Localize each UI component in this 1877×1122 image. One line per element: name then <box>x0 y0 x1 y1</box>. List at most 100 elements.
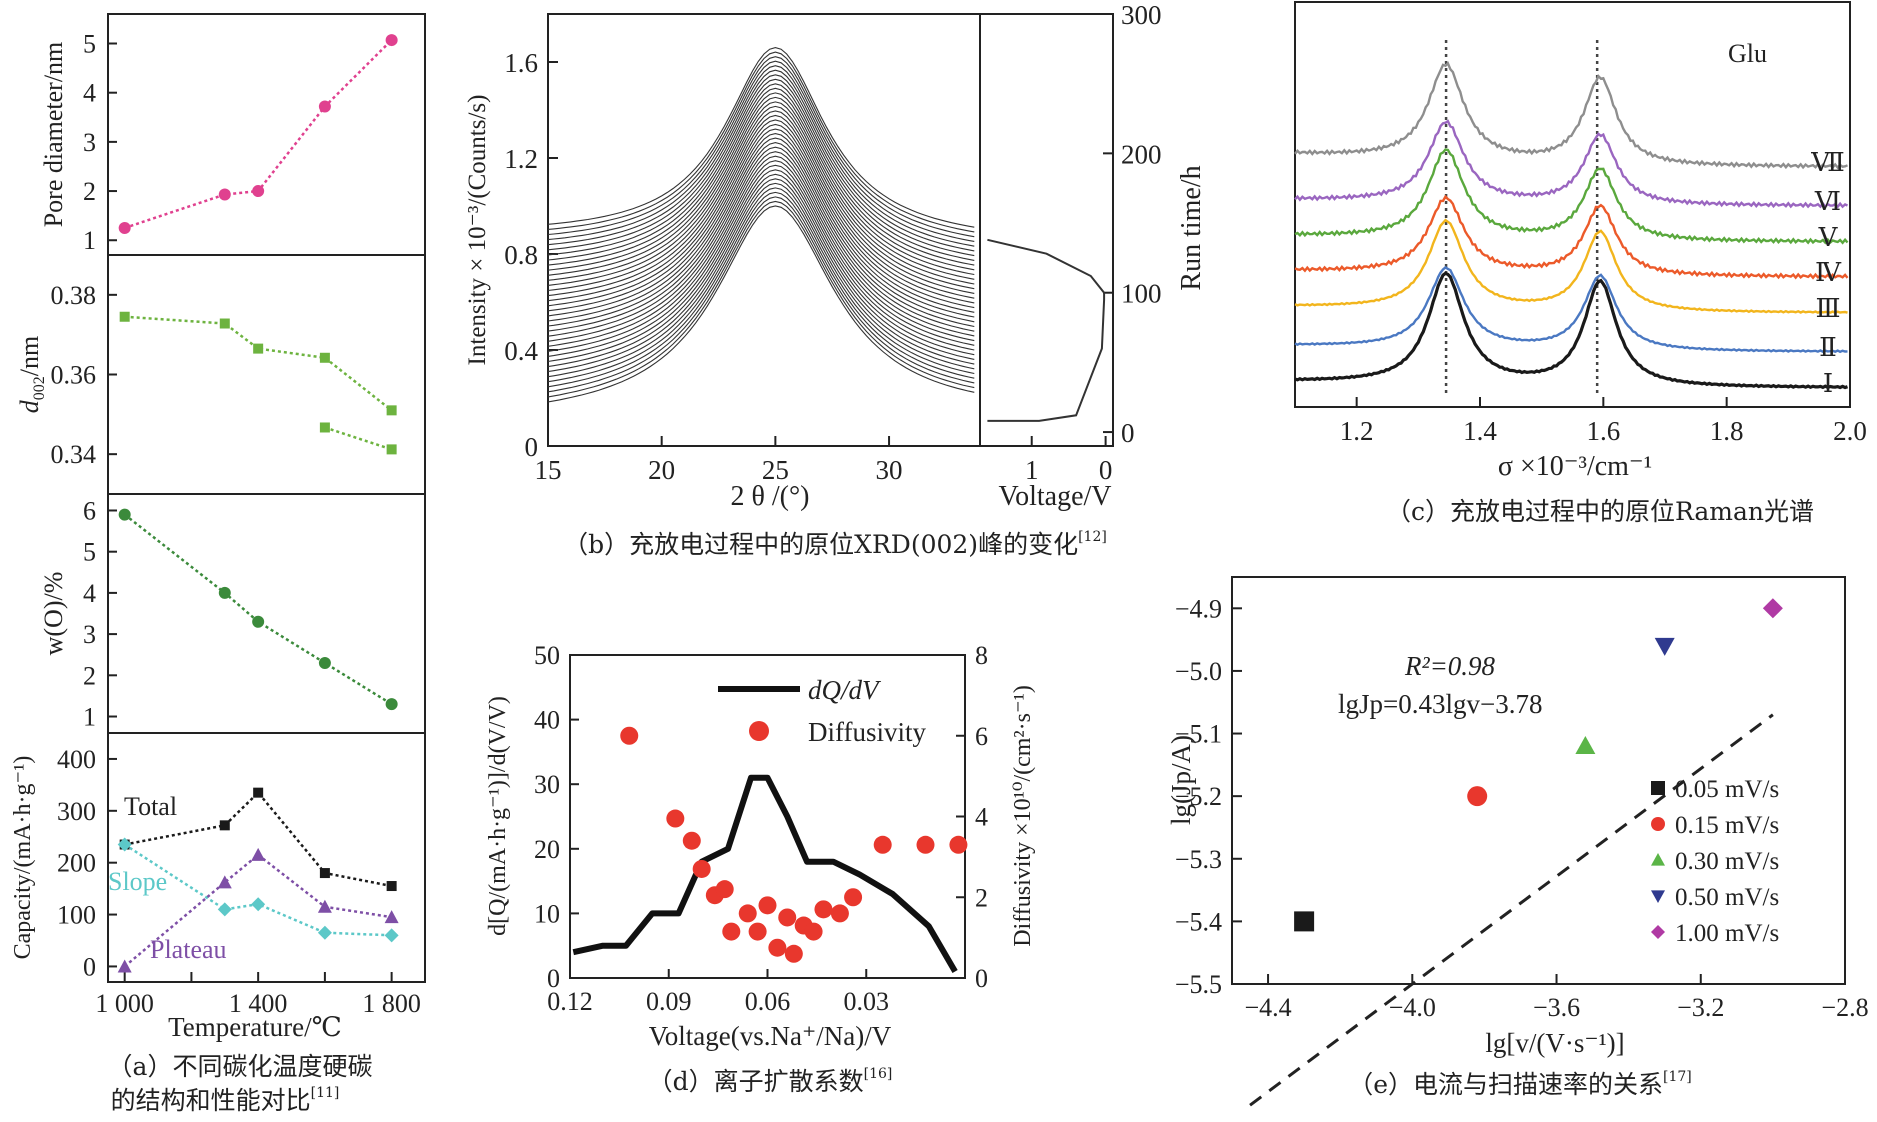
a-legend-total: Total <box>124 792 177 821</box>
panel-e: −4.4 −4.0 −3.6 −3.2 −2.8 −5.5 −5.4 −5.3 −5.2 −5.1… <box>1166 576 1869 1107</box>
d-diffusivity-point <box>784 944 803 963</box>
b-xtick-label: 25 <box>762 455 789 485</box>
a1-point <box>318 100 331 113</box>
caption-e: （e）电流与扫描速率的关系[17] <box>1348 1069 1692 1099</box>
a4-point <box>319 868 330 879</box>
e-xtick-label: −4.4 <box>1244 993 1291 1022</box>
a4-ytick-label: 100 <box>57 901 96 930</box>
b-xrd-curve <box>547 110 975 297</box>
e-ytick-label: −5.4 <box>1175 907 1222 936</box>
e-ytick-label: −5.0 <box>1175 657 1222 686</box>
d-ytick-label: 50 <box>534 641 560 670</box>
a2-ytick-label: 0.36 <box>51 361 97 390</box>
a4-point <box>251 897 266 912</box>
d-diffusivity-point <box>768 938 787 957</box>
a-xtick-label: 1 000 <box>95 989 154 1018</box>
b-xrd-curve <box>547 196 975 393</box>
a2-ylabel: d002/nm <box>15 336 48 413</box>
a3-ytick-label: 2 <box>83 661 96 690</box>
b-xrd-curve <box>547 51 975 233</box>
a4-point <box>253 787 264 798</box>
e-legend-label: 0.05 mV/s <box>1675 776 1779 803</box>
e-legend-label: 1.00 mV/s <box>1675 920 1779 947</box>
a1-ytick-label: 1 <box>83 226 96 255</box>
e-legend-label: 0.50 mV/s <box>1675 884 1779 911</box>
e-xtick-label: −2.8 <box>1821 993 1868 1022</box>
a4-series-line <box>124 790 392 888</box>
d-ytick2-label: 8 <box>975 641 988 670</box>
b-xrd-curve <box>547 69 975 252</box>
c-curve-label: Ⅲ <box>1815 294 1840 323</box>
d-diffusivity-point <box>778 908 797 927</box>
b-xrd-curve <box>547 160 975 352</box>
a1-ytick-label: 4 <box>83 79 96 108</box>
e-legend-marker <box>1651 925 1665 939</box>
e-legend-label: 0.15 mV/s <box>1675 812 1779 839</box>
d-ylabel: d[Q/(mA·h·g⁻¹)]/d(V/V) <box>485 696 511 936</box>
a1-point <box>252 185 265 198</box>
b-xrd-curve <box>547 105 975 292</box>
d-xtick-label: 0.03 <box>844 987 890 1016</box>
e-legend-marker <box>1651 890 1665 903</box>
caption-c: （c）充放电过程中的原位Raman光谱 <box>1386 497 1814 526</box>
e-xtick-label: −3.6 <box>1533 993 1580 1022</box>
e-data-point <box>1762 598 1783 619</box>
b-xrd-curve <box>547 92 975 276</box>
b-xlabel: 2 θ /(°) <box>730 481 809 512</box>
a3-point <box>218 586 231 599</box>
a1-series-line <box>124 39 393 230</box>
a4-point <box>317 899 332 913</box>
c-raman-curve <box>1294 218 1848 315</box>
panel-c-frame <box>1294 1 1851 408</box>
d-diffusivity-point <box>814 900 833 919</box>
d-xtick-label: 0.09 <box>646 987 692 1016</box>
d-diffusivity-point <box>748 922 767 941</box>
b-xrd-curve <box>547 191 975 388</box>
panel-e-frame <box>1231 576 1846 985</box>
b-xrd-curve <box>547 65 975 247</box>
b-xrd-curve <box>547 123 975 312</box>
a2-point <box>253 343 264 354</box>
d-ytick-label: 40 <box>534 706 560 735</box>
d-ytick-label: 30 <box>534 770 560 799</box>
a4-point <box>317 925 332 940</box>
d-ytick2-label: 6 <box>975 722 988 751</box>
c-curve-label: Ⅳ <box>1815 258 1842 287</box>
a3-ytick-label: 6 <box>83 496 96 525</box>
b-side-ylabel: Run time/h <box>1176 165 1207 290</box>
a3-series-line <box>123 513 393 706</box>
caption-a-line2: 的结构和性能对比[11] <box>111 1085 340 1115</box>
a4-point <box>217 902 232 917</box>
c-curve-label: Ⅰ <box>1823 369 1833 398</box>
b-xrd-curve <box>547 200 975 398</box>
d-xtick-label: 0.12 <box>547 987 593 1016</box>
a-xtick-label: 1 800 <box>362 989 421 1018</box>
b-xrd-curve <box>547 155 975 347</box>
a4-ytick-label: 300 <box>57 797 96 826</box>
b-xrd-curve <box>547 137 975 327</box>
a1-ytick-label: 5 <box>83 30 96 59</box>
caption-d: （d）离子扩散系数[16] <box>648 1066 893 1096</box>
e-xtick-label: −3.2 <box>1677 993 1724 1022</box>
c-xtick-label: 1.6 <box>1586 416 1620 446</box>
d-diffusivity-point <box>738 904 757 923</box>
b-xrd-curve <box>547 56 975 238</box>
d-ylabel2: Diffusivity ×10¹⁰/(cm²·s⁻¹) <box>1010 685 1036 947</box>
a4-point <box>251 847 266 861</box>
a2-series-line <box>124 315 393 412</box>
b-xrd-curve <box>547 96 975 281</box>
d-diffusivity-point <box>873 835 892 854</box>
a4-point <box>384 910 399 924</box>
c-raman-curve <box>1294 265 1848 354</box>
b-xrd-curve <box>547 119 975 307</box>
b-side-ytick-label: 200 <box>1121 139 1162 169</box>
e-ytick-label: −5.5 <box>1175 970 1222 999</box>
e-ytick-label: −5.2 <box>1175 782 1222 811</box>
a1-point <box>218 188 231 201</box>
c-curve-label: Ⅴ <box>1818 223 1839 252</box>
c-raman-curve <box>1294 194 1849 280</box>
a1-point <box>385 34 398 47</box>
b-ytick-label: 0 <box>525 432 539 462</box>
a3-point <box>385 698 398 711</box>
